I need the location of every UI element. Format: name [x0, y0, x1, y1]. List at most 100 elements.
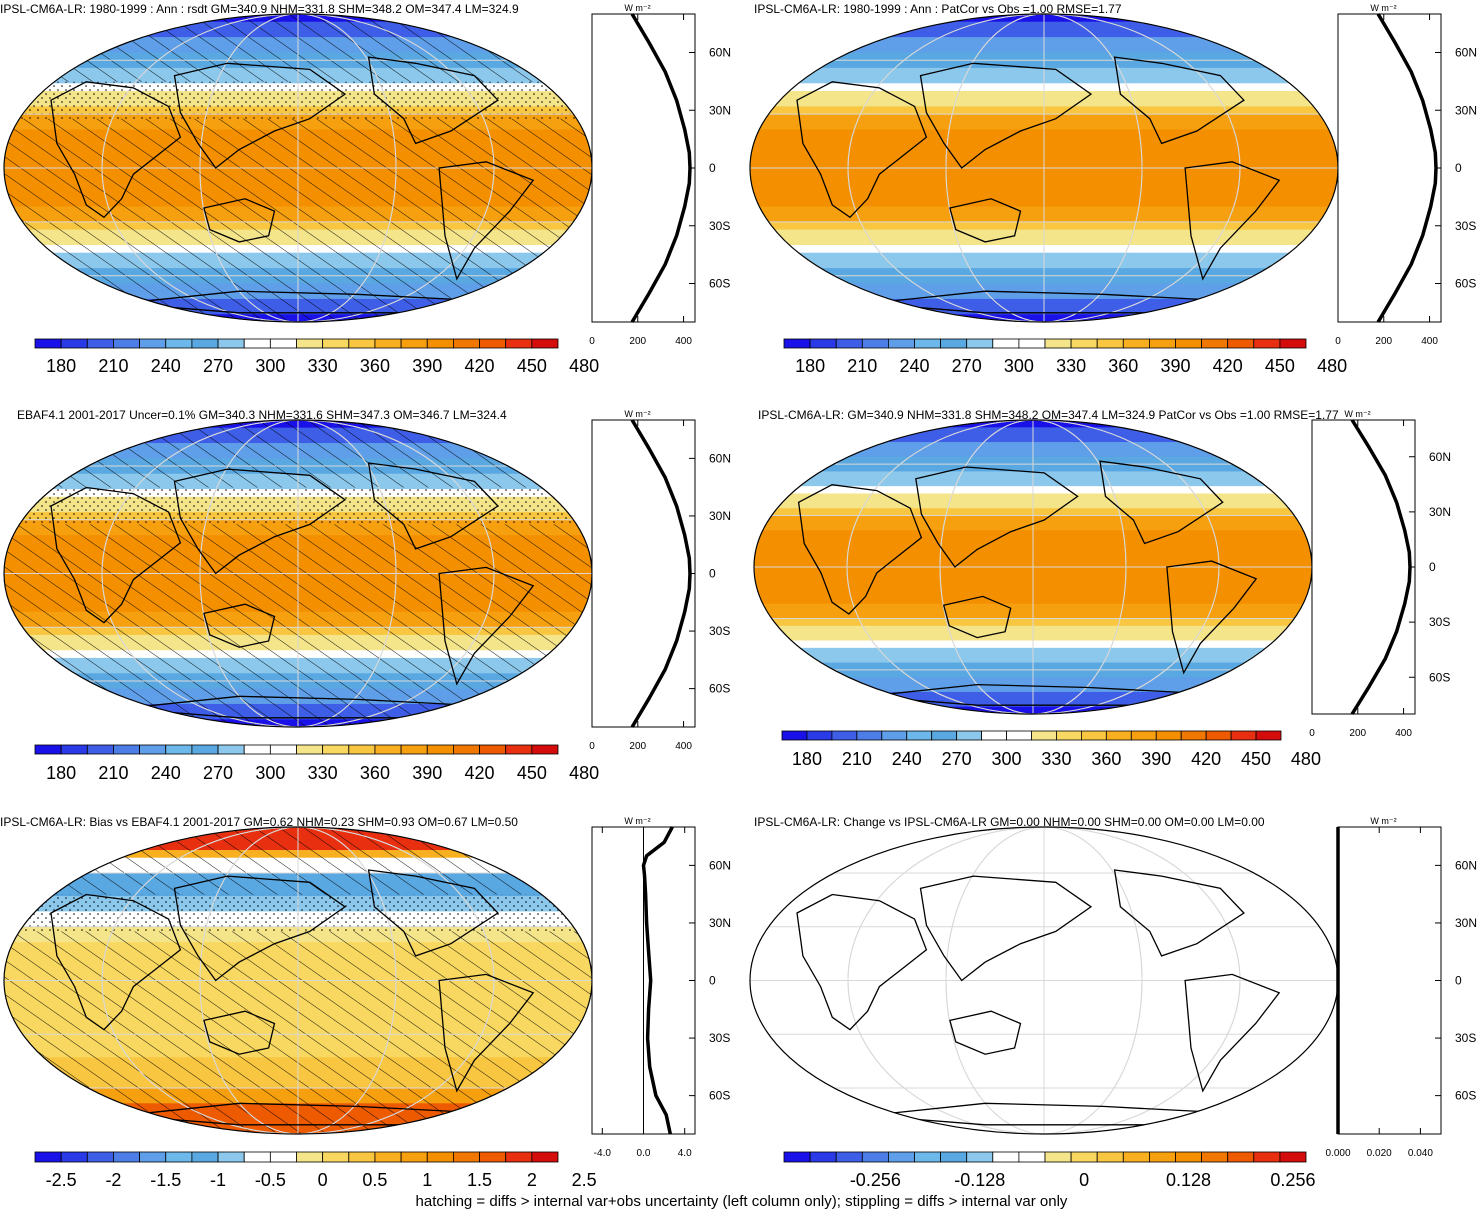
unit-label: W m⁻² [1370, 816, 1396, 826]
colorbar-label: 390 [412, 763, 442, 783]
colorbar-label: 450 [1265, 356, 1295, 376]
colorbar-box [1253, 338, 1281, 349]
colorbar-box [992, 338, 1020, 349]
graticule-lon [101, 14, 495, 322]
colorbar-box [856, 730, 883, 741]
colorbar-box [992, 1151, 1020, 1163]
lat-tick-label: 30S [1429, 615, 1450, 629]
colorbar-box [479, 338, 507, 349]
colorbar-box [86, 1151, 114, 1163]
lat-tick-label: 30S [709, 624, 730, 638]
colorbar-label: 420 [1191, 749, 1221, 769]
coastline [915, 466, 1079, 568]
coastline [919, 875, 1093, 982]
coastline [50, 81, 182, 219]
coastline [1113, 869, 1245, 957]
colorbar-box [1155, 730, 1182, 741]
coastline [942, 595, 1012, 639]
colorbar-label: 330 [1041, 749, 1071, 769]
graticule-lon [199, 827, 397, 1134]
coastline [203, 1010, 276, 1055]
coastline [173, 62, 347, 169]
colorbar-box [426, 338, 454, 349]
colorbar-box [113, 1151, 140, 1163]
coastline [1184, 161, 1281, 281]
colorbar-p4: 180 210 240 270 300 330 360 390 420 450 480 [781, 730, 1321, 769]
lat-tick-label: 60N [709, 858, 731, 872]
colorbar-box [60, 1151, 88, 1163]
x-tick-label: 200 [629, 336, 646, 347]
colorbar-box [1227, 1151, 1255, 1163]
coastline [1099, 460, 1224, 545]
colorbar-box [113, 338, 140, 349]
colorbar-label: 1 [422, 1170, 432, 1190]
panel-title: IPSL-CM6A-LR: Bias vs EBAF4.1 2001-2017 … [0, 815, 518, 829]
colorbar-label: 300 [1004, 356, 1034, 376]
colorbar-box [1096, 1151, 1124, 1163]
colorbar-label: -1.5 [150, 1170, 181, 1190]
lat-tick-label: 60S [709, 1089, 730, 1103]
colorbar-box [452, 744, 480, 755]
profile-frame [1337, 826, 1442, 1135]
profile-frame [591, 419, 696, 728]
x-tick-label: 200 [629, 741, 646, 752]
coastline [919, 62, 1093, 169]
colorbar-box [940, 338, 968, 349]
lat-tick-label: 30S [1455, 1031, 1476, 1045]
colorbar-label: 390 [1141, 749, 1171, 769]
colorbar-box [348, 338, 376, 349]
colorbar-box [374, 744, 402, 755]
colorbar-box [1044, 1151, 1072, 1163]
colorbar-box [243, 744, 271, 755]
colorbar-label: 180 [46, 356, 76, 376]
graticule-lon [847, 827, 1241, 1134]
colorbar-label: 480 [569, 763, 599, 783]
coastline [796, 893, 928, 1031]
colorbar-box [981, 730, 1007, 741]
x-tick-label: 400 [1395, 728, 1412, 739]
colorbar-label: 270 [203, 763, 233, 783]
colorbar-box [1255, 730, 1282, 741]
profile-p1: 60N 30N 0 30S 60S 0 200 400 W m⁻² [589, 3, 731, 347]
colorbar-box [861, 338, 889, 349]
colorbar-box [1130, 730, 1157, 741]
profile-p5: 60N 30N 0 30S 60S -4.0 0.0 4.0 W m⁻² [591, 816, 731, 1159]
colorbar-box [888, 338, 915, 349]
colorbar-box [531, 338, 559, 349]
x-tick-label: 200 [1349, 728, 1366, 739]
colorbar-box [1230, 730, 1257, 741]
profile-p6: 60N 30N 0 30S 60S 0.000 0.020 0.040 W m⁻² [1325, 816, 1477, 1159]
coastline [796, 81, 928, 219]
colorbar-box [1018, 1151, 1046, 1163]
coastline [949, 1010, 1022, 1055]
colorbar-box [139, 338, 167, 349]
colorbar-label: 210 [98, 356, 128, 376]
colorbar-box [1006, 730, 1032, 741]
coastline [949, 198, 1022, 243]
panel-title: IPSL-CM6A-LR: 1980-1999 : Ann : rsdt GM=… [0, 2, 519, 16]
unit-label: W m⁻² [624, 409, 650, 419]
colorbar-label: 480 [1291, 749, 1321, 769]
colorbar-box [165, 744, 193, 755]
colorbar-box [809, 338, 837, 349]
colorbar-label: 300 [255, 356, 285, 376]
profile-frame [1337, 13, 1442, 323]
colorbar-box [1201, 1151, 1229, 1163]
colorbar-box [296, 338, 324, 349]
profile-p2: 60N 30N 0 30S 60S 0 200 400 W m⁻² [1335, 3, 1477, 347]
colorbar-p3: 180 210 240 270 300 330 360 390 420 450 480 [34, 744, 599, 783]
colorbar-box [322, 338, 350, 349]
lat-tick-label: 60N [709, 451, 731, 465]
coastline [438, 566, 535, 686]
colorbar-box [1081, 730, 1107, 741]
colorbar-p1: 180 210 240 270 300 330 360 390 420 450 480 [34, 338, 599, 376]
profile-p4: 60N 30N 0 30S 60S 0 200 400 W m⁻² [1309, 409, 1451, 739]
colorbar-label: 0 [1079, 1170, 1089, 1190]
colorbar-label: 450 [1241, 749, 1271, 769]
colorbar-box [322, 744, 350, 755]
colorbar-box [296, 1151, 324, 1163]
colorbar-box [426, 744, 454, 755]
colorbar-box [1149, 338, 1176, 349]
colorbar-box [426, 1151, 454, 1163]
